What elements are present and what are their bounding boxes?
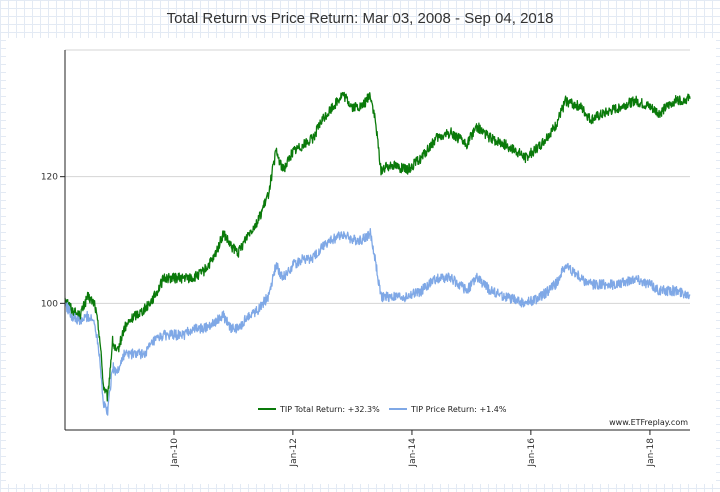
- watermark-text: www.ETFreplay.com: [609, 418, 688, 427]
- series-lines: [64, 91, 691, 416]
- chart-title: Total Return vs Price Return: Mar 03, 20…: [166, 10, 554, 27]
- axes: 100 120 Jan-10 Jan-12 Jan-14 Jan-16 Jan-18: [41, 50, 690, 468]
- chart-panel: 100 120 Jan-10 Jan-12 Jan-14 Jan-16 Jan-18 TIP…: [6, 38, 716, 484]
- series-line-0: [64, 91, 691, 402]
- line-chart: 100 120 Jan-10 Jan-12 Jan-14 Jan-16 Jan-18 TIP…: [41, 49, 691, 468]
- series-line-1: [64, 228, 691, 416]
- x-tick-label: Jan-14: [408, 438, 418, 468]
- legend: TIP Total Return: +32.3% TIP Price Return…: [258, 405, 507, 414]
- y-tick-label: 120: [41, 173, 58, 183]
- y-tick-label: 100: [41, 299, 58, 309]
- legend-entry: TIP Price Return: +1.4%: [410, 405, 507, 414]
- x-tick-label: Jan-12: [289, 438, 299, 468]
- x-tick-label: Jan-16: [527, 438, 537, 468]
- legend-entry: TIP Total Return: +32.3%: [279, 405, 380, 414]
- x-tick-label: Jan-18: [646, 438, 656, 468]
- x-tick-label: Jan-10: [170, 438, 180, 468]
- gridlines: [65, 49, 690, 304]
